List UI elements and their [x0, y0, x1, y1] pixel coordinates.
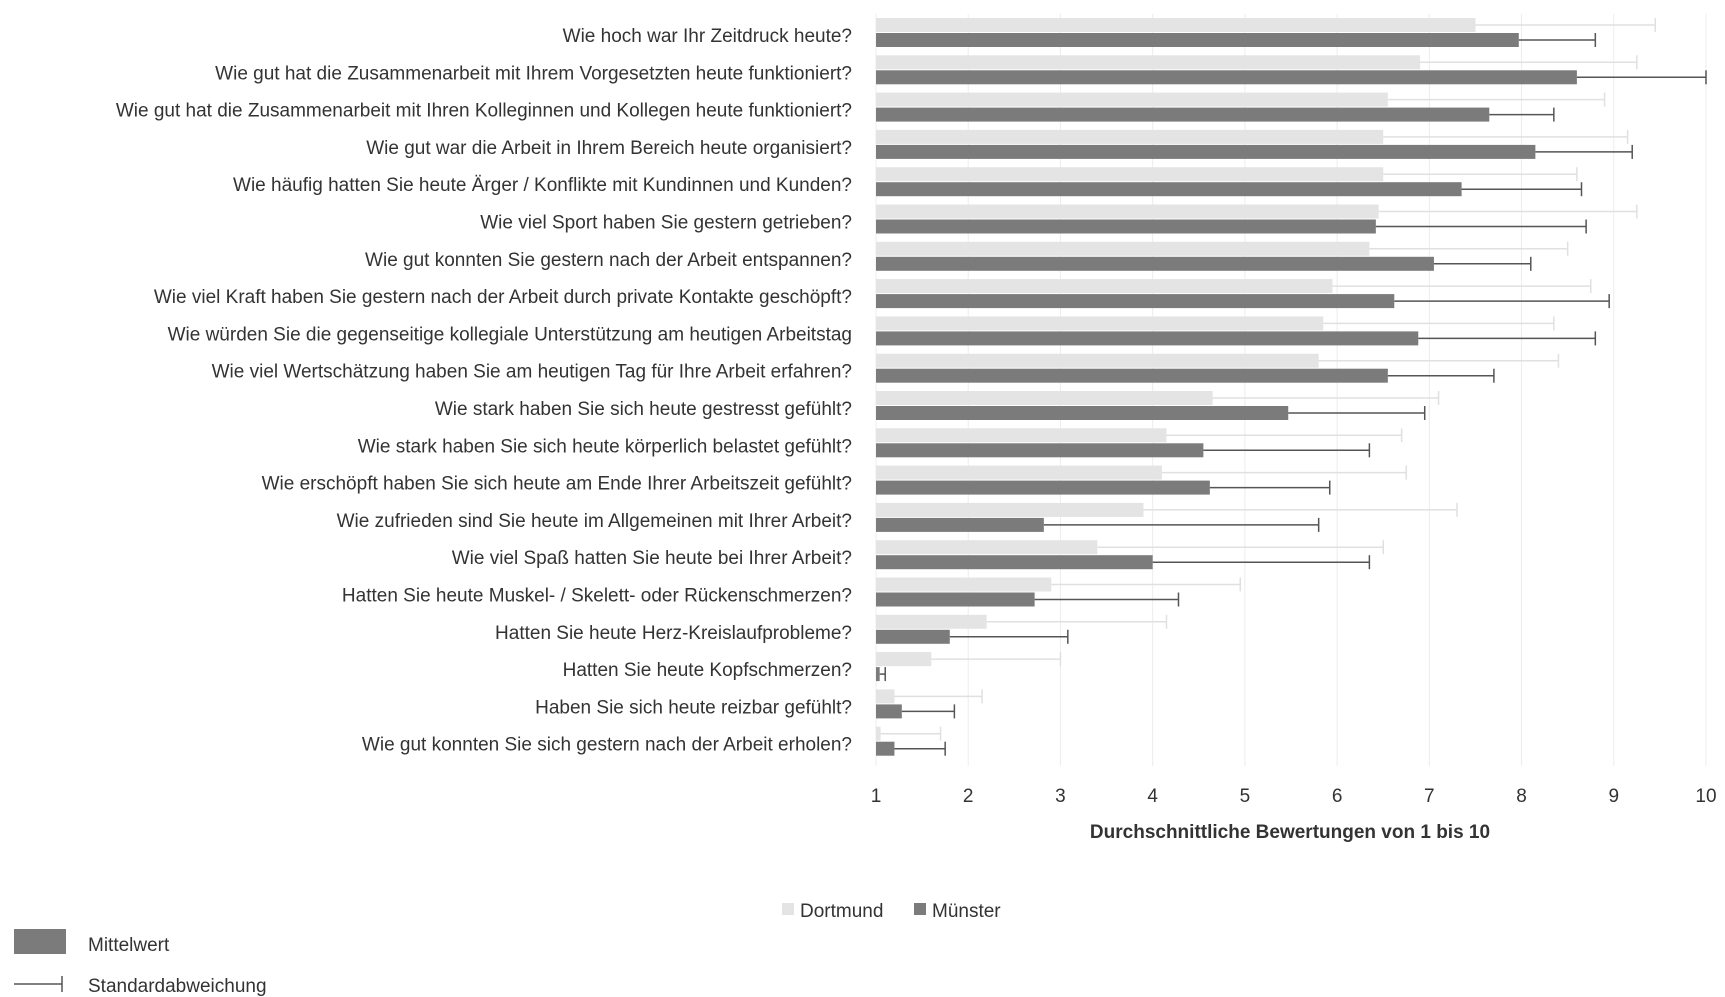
x-axis-ticks: 1 2 3 4 5 6 7 8 9 10 [871, 786, 1717, 807]
x-axis-label: Durchschnittliche Bewertungen von 1 bis … [1090, 822, 1490, 843]
category-label: Haben Sie sich heute reizbar gefühlt? [535, 697, 852, 718]
bar-dortmund [876, 652, 932, 667]
bar-dortmund [876, 279, 1333, 294]
category-label: Wie häufig hatten Sie heute Ärger / Konf… [233, 175, 852, 196]
category-labels: Wie hoch war Ihr Zeitdruck heute? Wie gut… [116, 26, 852, 756]
bar-muenster [876, 182, 1462, 197]
x-tick-label: 4 [1147, 786, 1158, 807]
bar-dortmund [876, 540, 1098, 555]
bar-muenster [876, 33, 1519, 47]
bar-muenster [876, 219, 1376, 234]
category-label: Wie gut war die Arbeit in Ihrem Bereich … [366, 138, 852, 159]
legend-swatch-muenster [914, 903, 926, 915]
bar-muenster [876, 331, 1419, 346]
category-label: Wie gut konnten Sie sich gestern nach de… [362, 735, 852, 756]
bar-muenster [876, 480, 1210, 495]
key-legend: Mittelwert Standardabweichung [14, 929, 267, 997]
bar-dortmund [876, 55, 1421, 70]
legend-label-dortmund: Dortmund [800, 901, 883, 922]
category-label: Wie würden Sie die gegenseitige kollegia… [168, 324, 852, 345]
x-tick-label: 6 [1332, 786, 1343, 807]
category-label: Wie stark haben Sie sich heute körperlic… [358, 436, 852, 457]
bar-muenster [876, 704, 902, 719]
category-label: Hatten Sie heute Kopfschmerzen? [563, 660, 852, 681]
gridlines [875, 14, 1707, 766]
bar-dortmund [876, 428, 1167, 443]
bar-dortmund [876, 391, 1213, 405]
x-tick-label: 1 [871, 786, 882, 807]
category-label: Wie hoch war Ihr Zeitdruck heute? [563, 26, 852, 47]
legend-label-muenster: Münster [932, 901, 1001, 922]
bar-muenster [876, 629, 950, 644]
x-tick-label: 3 [1055, 786, 1066, 807]
bar-muenster [876, 443, 1204, 458]
bar-muenster [876, 70, 1577, 85]
key-swatch-mean [14, 929, 66, 954]
bar-dortmund [876, 689, 895, 704]
x-tick-label: 8 [1516, 786, 1527, 807]
bar-muenster [876, 667, 880, 682]
key-label-sd: Standardabweichung [88, 976, 267, 997]
bar-muenster [876, 368, 1388, 383]
bar-muenster [876, 256, 1434, 271]
bar-muenster [876, 741, 895, 756]
key-label-mean: Mittelwert [88, 935, 170, 956]
bar-dortmund [876, 577, 1052, 592]
bar-dortmund [876, 129, 1384, 144]
bar-dortmund [876, 353, 1319, 368]
bar-dortmund [876, 465, 1162, 480]
category-label: Wie gut hat die Zusammenarbeit mit Ihrem… [215, 63, 852, 84]
bar-muenster [876, 144, 1536, 159]
category-label: Wie viel Spaß hatten Sie heute bei Ihrer… [452, 548, 852, 569]
bar-muenster [876, 517, 1044, 532]
bar-dortmund [876, 502, 1144, 517]
category-label: Wie gut konnten Sie gestern nach der Arb… [365, 250, 852, 271]
bar-muenster [876, 592, 1035, 607]
category-label: Wie viel Sport haben Sie gestern getrieb… [480, 213, 852, 234]
bar-dortmund [876, 167, 1384, 182]
bar-muenster [876, 555, 1153, 570]
bars [876, 18, 1707, 756]
bar-dortmund [876, 92, 1388, 107]
bar-muenster [876, 406, 1289, 420]
x-tick-label: 7 [1424, 786, 1435, 807]
bar-muenster [876, 294, 1395, 309]
legend-swatch-dortmund [782, 903, 794, 915]
bar-muenster [876, 107, 1490, 122]
category-label: Wie stark haben Sie sich heute gestresst… [435, 399, 852, 420]
bar-dortmund [876, 241, 1370, 256]
category-label: Hatten Sie heute Herz-Kreislaufprobleme? [495, 623, 852, 644]
category-label: Wie erschöpft haben Sie sich heute am En… [262, 474, 852, 495]
series-legend: Dortmund Münster [782, 901, 1001, 922]
x-tick-label: 9 [1608, 786, 1619, 807]
x-tick-label: 5 [1240, 786, 1251, 807]
category-label: Wie viel Wertschätzung haben Sie am heut… [212, 362, 852, 383]
category-label: Wie zufrieden sind Sie heute im Allgemei… [337, 511, 852, 532]
category-label: Wie gut hat die Zusammenarbeit mit Ihren… [116, 101, 852, 122]
x-tick-label: 10 [1695, 786, 1716, 807]
bar-dortmund [876, 316, 1324, 331]
category-label: Wie viel Kraft haben Sie gestern nach de… [154, 287, 852, 308]
bar-dortmund [876, 18, 1476, 32]
bar-dortmund [876, 204, 1379, 219]
x-tick-label: 2 [963, 786, 974, 807]
bar-dortmund [876, 726, 881, 741]
category-label: Hatten Sie heute Muskel- / Skelett- oder… [342, 586, 852, 607]
bar-dortmund [876, 614, 987, 629]
